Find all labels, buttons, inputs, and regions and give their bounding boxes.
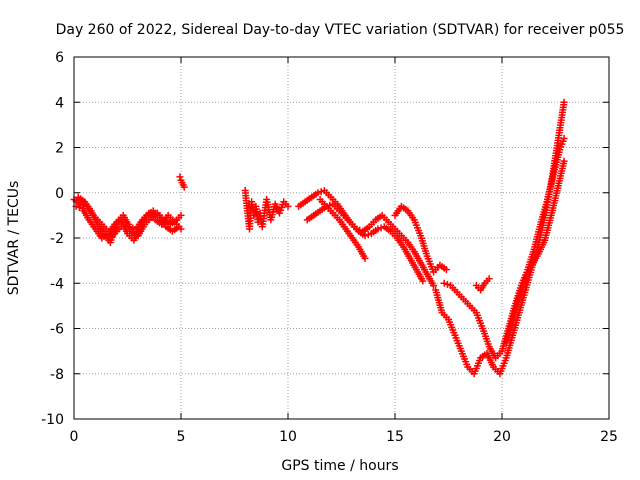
data-point	[442, 266, 450, 274]
data-point	[75, 203, 83, 211]
data-point	[440, 279, 448, 287]
y-tick-label: 4	[55, 95, 64, 111]
data-point	[177, 211, 185, 219]
data-layer	[70, 98, 568, 378]
data-point	[317, 188, 325, 196]
data-point	[560, 157, 568, 165]
x-tick-label: 20	[493, 429, 511, 445]
series-track-4	[176, 173, 188, 191]
x-axis-label: GPS time / hours	[281, 458, 398, 474]
series-track-11	[440, 134, 568, 362]
data-point	[443, 280, 451, 288]
series-track-13	[502, 157, 568, 346]
data-point	[326, 201, 334, 209]
series-track-9	[391, 202, 450, 276]
y-tick-label: -8	[50, 367, 64, 383]
data-point	[284, 202, 292, 210]
series-track-12	[472, 275, 493, 294]
x-tick-label: 5	[177, 429, 186, 445]
y-tick-label: 2	[55, 141, 64, 157]
data-point	[560, 134, 568, 142]
y-tick-label: 6	[55, 50, 64, 66]
data-point	[180, 183, 188, 191]
grid-layer	[74, 57, 609, 419]
y-tick-label: -4	[50, 276, 64, 292]
data-point	[430, 282, 438, 290]
data-point	[364, 231, 372, 239]
data-point	[177, 225, 185, 233]
data-point	[560, 98, 568, 106]
x-tick-label: 25	[600, 429, 618, 445]
data-point	[361, 232, 369, 240]
chart-title: Day 260 of 2022, Sidereal Day-to-day VTE…	[56, 22, 625, 38]
data-point	[419, 277, 427, 285]
data-point	[361, 254, 369, 262]
data-point	[314, 189, 322, 197]
y-tick-label: -6	[50, 322, 64, 338]
x-tick-label: 0	[70, 429, 79, 445]
y-tick-label: 0	[55, 186, 64, 202]
y-tick-label: -10	[41, 412, 64, 428]
data-point	[485, 275, 493, 283]
data-point	[374, 225, 382, 233]
y-axis-label: SDTVAR / TECUs	[6, 181, 22, 296]
tick-layer: 0 5 10 15 20 25 -10 -8 -6 -4 -2 0 2 4 6	[41, 50, 618, 445]
data-point	[176, 173, 184, 181]
data-point	[126, 223, 134, 231]
series-track-5	[241, 186, 292, 233]
data-point	[129, 224, 137, 232]
x-tick-label: 10	[279, 429, 297, 445]
series-track-8	[316, 196, 369, 262]
x-tick-label: 15	[386, 429, 404, 445]
y-tick-label: -2	[50, 231, 64, 247]
series-track-3	[74, 193, 185, 247]
